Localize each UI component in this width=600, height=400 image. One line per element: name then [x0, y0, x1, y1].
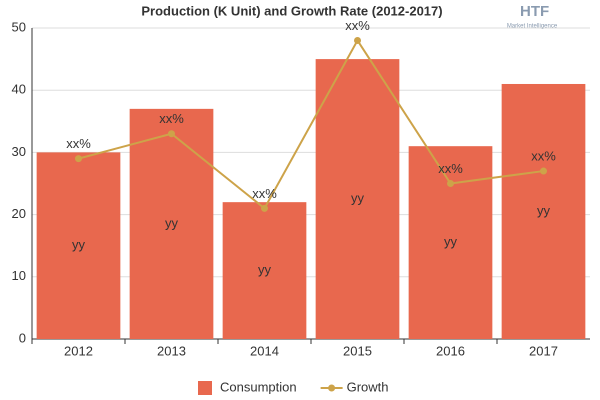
bar: [501, 83, 586, 339]
line: [78, 38, 544, 210]
line-point: [540, 167, 547, 175]
line-point: [168, 130, 175, 138]
bar-value-label: yy: [72, 237, 86, 252]
y-tick-label: 20: [12, 206, 26, 221]
legend-label: Consumption: [220, 379, 297, 394]
x-tick-label: 2014: [250, 343, 279, 358]
bar-value-label: yy: [444, 234, 458, 249]
x-tick-label: 2012: [64, 343, 93, 358]
line-value-label: xx%: [345, 18, 370, 33]
line-value-label: xx%: [159, 111, 184, 126]
bar: [315, 59, 400, 339]
x-tick-label: 2016: [436, 343, 465, 358]
y-tick-label: 30: [12, 144, 26, 159]
x-tick-label: 2017: [529, 343, 558, 358]
bar: [36, 152, 121, 339]
bar-value-label: yy: [258, 262, 272, 277]
y-tick-label: 10: [12, 268, 26, 283]
logo-name: HTF: [520, 3, 549, 20]
y-tick-label: 0: [19, 330, 26, 345]
line-value-label: xx%: [252, 186, 277, 201]
line-point: [447, 180, 454, 187]
y-tick-label: 50: [12, 19, 26, 34]
x-tick-label: 2015: [343, 343, 372, 358]
bar-value-label: yy: [165, 215, 179, 230]
logo-tagline: Market Intelligence: [507, 24, 558, 30]
line-value-label: xx%: [531, 148, 556, 163]
y-tick-label: 40: [12, 82, 26, 97]
bar-value-label: yy: [351, 190, 365, 205]
line-point: [75, 155, 82, 163]
bar: [129, 108, 214, 339]
legend-swatch: [198, 381, 212, 395]
chart-title: Production (K Unit) and Growth Rate (201…: [141, 3, 442, 18]
x-tick-label: 2013: [157, 343, 186, 358]
line-point: [354, 36, 361, 44]
bar: [408, 146, 493, 339]
legend-swatch-dot: [328, 384, 336, 392]
line-value-label: xx%: [438, 161, 463, 176]
line-value-label: xx%: [66, 136, 91, 151]
bar: [222, 202, 307, 339]
line-point: [261, 204, 268, 212]
legend-label: Growth: [347, 379, 389, 394]
bar-value-label: yy: [537, 203, 551, 218]
